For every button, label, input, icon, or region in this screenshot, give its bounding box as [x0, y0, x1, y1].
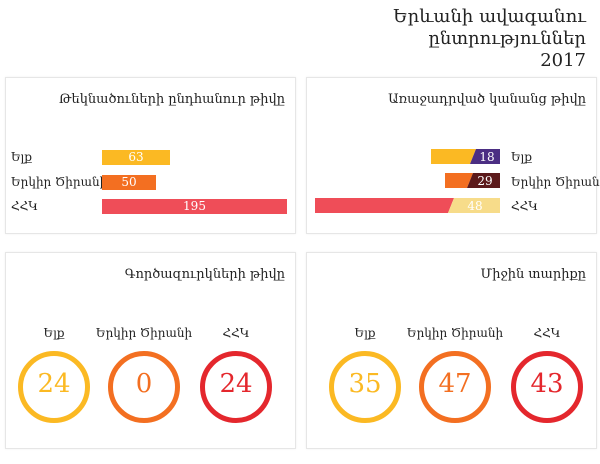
elected-value-erkir: 29	[477, 174, 493, 188]
age-panel: Միջին տարիքը Ելք Երկիր Ծիրանի ՀՀԿ 35 47 …	[306, 252, 597, 449]
age-circle-hhk	[511, 351, 583, 423]
age-label-erkir: Երկիր Ծիրանի	[406, 326, 504, 340]
elected-panel: Առաջադրված կանանց թիվը 18 29 48 Ելք Երկի…	[306, 77, 600, 234]
unemployed-title: Գործազուրկների թիվը	[124, 267, 285, 282]
elected-label-elq: Ելք	[511, 150, 532, 164]
nominees-value-erkir: 50	[121, 175, 137, 189]
elected-value-elq: 18	[479, 150, 495, 164]
elected-bar-elq-rest	[431, 149, 476, 164]
unemployed-label-elq: Ելք	[43, 326, 65, 340]
nominees-label-erkir: Երկիր Ծիրանի	[11, 175, 108, 189]
age-title: Միջին տարիքը	[480, 267, 586, 282]
elected-bar-hhk-rest	[315, 198, 454, 213]
nominees-label-hhk: ՀՀԿ	[11, 199, 38, 213]
elected-label-hhk: ՀՀԿ	[511, 199, 538, 213]
nominees-value-elq: 63	[128, 150, 144, 164]
elected-bars	[315, 149, 500, 213]
elected-label-erkir: Երկիր Ծիրանի	[511, 175, 600, 189]
unemployed-label-erkir: Երկիր Ծիրանի	[95, 326, 193, 340]
nominees-bar-hhk	[102, 199, 287, 214]
unemployed-circle-hhk	[200, 351, 272, 423]
age-circle-erkir	[419, 351, 491, 423]
age-value-elq: 35	[348, 369, 382, 399]
unemployed-circle-erkir	[108, 351, 180, 423]
age-label-elq: Ելք	[354, 326, 376, 340]
unemployed-value-hhk: 24	[219, 369, 253, 399]
unemployed-value-erkir: 0	[135, 369, 153, 399]
title-line-3: 2017	[540, 50, 586, 71]
nominees-bar-elq	[102, 150, 170, 165]
elected-value-hhk: 48	[467, 199, 483, 213]
unemployed-label-hhk: ՀՀԿ	[222, 326, 250, 340]
elected-bar-hhk-elected	[448, 198, 500, 213]
age-label-hhk: ՀՀԿ	[533, 326, 561, 340]
title-line-1: Երևանի ավագանու	[393, 6, 586, 27]
age-value-hhk: 43	[530, 369, 564, 399]
age-value-erkir: 47	[438, 369, 472, 399]
elected-bar-erkir-rest	[445, 173, 473, 188]
unemployed-value-elq: 24	[37, 369, 71, 399]
title-line-2: ընտրություններ	[428, 28, 586, 49]
nominees-bar-erkir	[102, 175, 156, 190]
age-circle-elq	[329, 351, 401, 423]
page-title: Երևանի ավագանու ընտրություններ 2017	[393, 6, 586, 72]
elected-title: Առաջադրված կանանց թիվը	[388, 92, 586, 107]
nominees-panel: Թեկնածուների ընդհանուր թիվը Ելք Երկիր Ծի…	[5, 77, 296, 234]
nominees-label-elq: Ելք	[11, 150, 32, 164]
unemployed-circle-elq	[18, 351, 90, 423]
nominees-value-hhk: 195	[183, 199, 206, 213]
elected-bar-erkir-elected	[467, 173, 500, 188]
nominees-title: Թեկնածուների ընդհանուր թիվը	[58, 92, 285, 107]
unemployed-panel: Գործազուրկների թիվը Ելք Երկիր Ծիրանի ՀՀԿ…	[5, 252, 296, 449]
elected-bar-elq-elected	[470, 149, 500, 164]
